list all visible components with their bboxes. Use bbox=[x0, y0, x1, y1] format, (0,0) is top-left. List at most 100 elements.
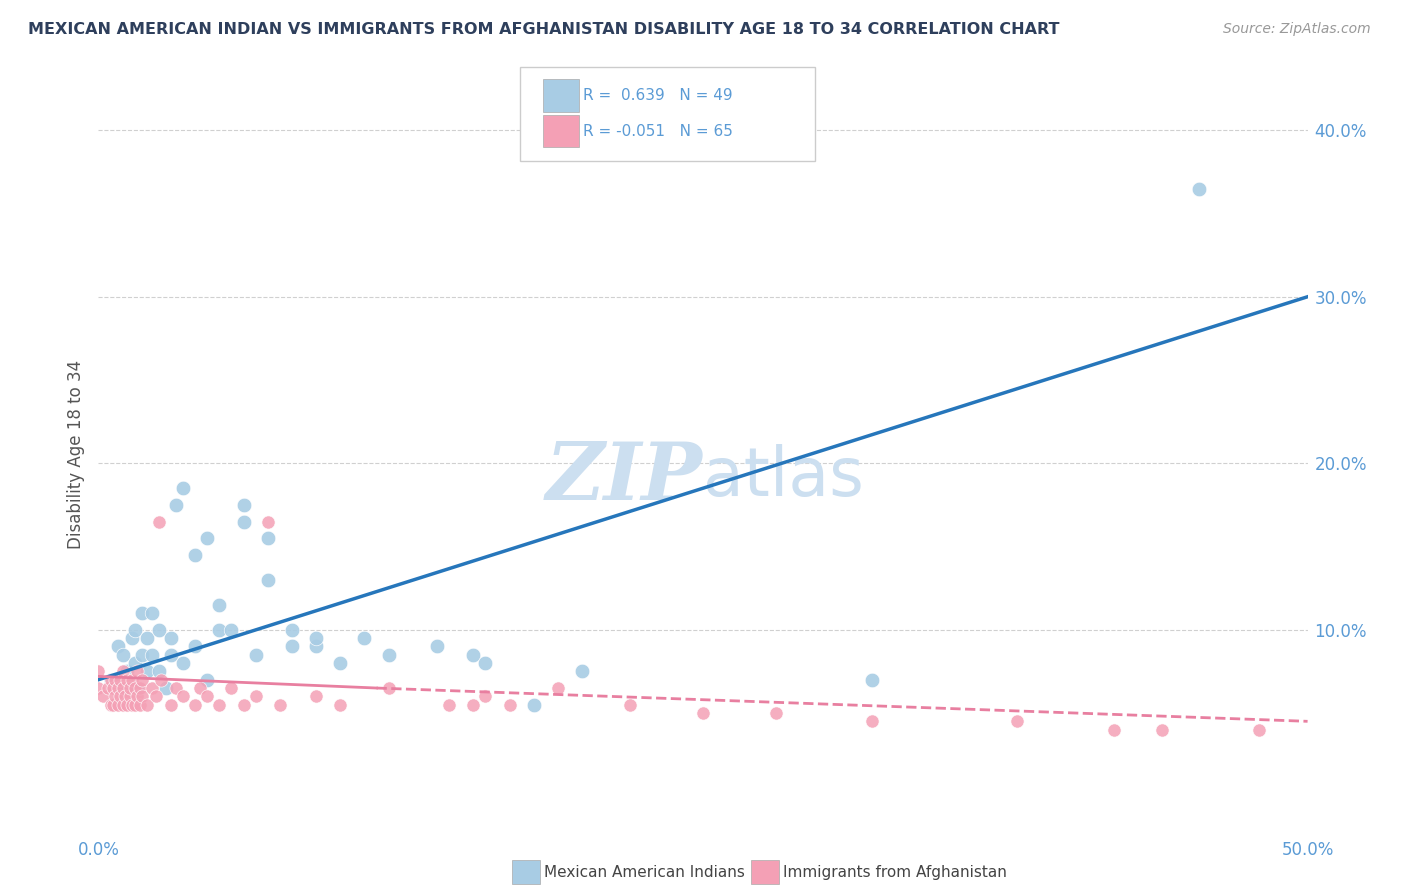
Point bbox=[1102, 723, 1125, 737]
Point bbox=[353, 631, 375, 645]
Point bbox=[111, 698, 134, 712]
Point bbox=[111, 648, 134, 662]
Point bbox=[131, 673, 153, 687]
Text: atlas: atlas bbox=[703, 444, 863, 510]
Point bbox=[195, 673, 218, 687]
Point bbox=[160, 698, 183, 712]
Point bbox=[172, 481, 194, 495]
Point bbox=[131, 690, 153, 704]
Point bbox=[111, 681, 134, 695]
Point bbox=[426, 640, 449, 654]
Point bbox=[148, 623, 170, 637]
Point bbox=[121, 631, 143, 645]
Point bbox=[165, 681, 187, 695]
Point bbox=[208, 623, 231, 637]
Point bbox=[104, 673, 127, 687]
Point bbox=[184, 640, 207, 654]
Point bbox=[860, 673, 883, 687]
Point bbox=[245, 690, 267, 704]
Point bbox=[97, 681, 120, 695]
Point bbox=[141, 648, 163, 662]
Point bbox=[281, 640, 304, 654]
Point bbox=[377, 681, 399, 695]
Point bbox=[141, 606, 163, 620]
Point bbox=[101, 681, 124, 695]
Point bbox=[160, 648, 183, 662]
Point bbox=[474, 656, 496, 670]
Point bbox=[305, 690, 328, 704]
Point bbox=[155, 681, 177, 695]
Point bbox=[523, 698, 546, 712]
Point bbox=[121, 673, 143, 687]
Point bbox=[221, 623, 243, 637]
Point bbox=[160, 631, 183, 645]
Point bbox=[128, 681, 150, 695]
Point bbox=[860, 714, 883, 729]
Point bbox=[232, 515, 254, 529]
Point bbox=[195, 690, 218, 704]
Point bbox=[108, 673, 131, 687]
Point bbox=[571, 665, 593, 679]
Point bbox=[118, 690, 141, 704]
Point bbox=[619, 698, 641, 712]
Point bbox=[131, 606, 153, 620]
Y-axis label: Disability Age 18 to 34: Disability Age 18 to 34 bbox=[66, 360, 84, 549]
Point bbox=[256, 573, 278, 587]
Point bbox=[329, 656, 352, 670]
Text: Mexican American Indians: Mexican American Indians bbox=[544, 865, 745, 880]
Point bbox=[87, 665, 110, 679]
Point bbox=[437, 698, 460, 712]
Point bbox=[114, 690, 136, 704]
Point bbox=[269, 698, 291, 712]
Point bbox=[127, 665, 149, 679]
Point bbox=[498, 698, 520, 712]
Point bbox=[117, 673, 139, 687]
Point bbox=[256, 515, 278, 529]
Point bbox=[245, 648, 267, 662]
Point bbox=[128, 698, 150, 712]
Point bbox=[145, 690, 167, 704]
Point bbox=[221, 681, 243, 695]
Point bbox=[124, 623, 146, 637]
Point bbox=[124, 656, 146, 670]
Point bbox=[184, 548, 207, 562]
Point bbox=[100, 673, 122, 687]
Point bbox=[107, 640, 129, 654]
Point bbox=[232, 698, 254, 712]
Point bbox=[1007, 714, 1029, 729]
Point bbox=[131, 648, 153, 662]
Point bbox=[172, 656, 194, 670]
Point bbox=[474, 690, 496, 704]
Point bbox=[1188, 181, 1211, 195]
Point bbox=[124, 681, 146, 695]
Point bbox=[107, 681, 129, 695]
Point bbox=[108, 690, 131, 704]
Point bbox=[195, 531, 218, 545]
Point bbox=[135, 665, 157, 679]
Point bbox=[165, 498, 187, 512]
Point bbox=[329, 698, 352, 712]
Point bbox=[765, 706, 787, 720]
Point bbox=[104, 690, 127, 704]
Text: ZIP: ZIP bbox=[546, 439, 703, 516]
Point bbox=[100, 698, 122, 712]
Text: Immigrants from Afghanistan: Immigrants from Afghanistan bbox=[783, 865, 1007, 880]
Point bbox=[208, 598, 231, 612]
Point bbox=[87, 681, 110, 695]
Point bbox=[127, 690, 149, 704]
Point bbox=[172, 690, 194, 704]
Point bbox=[91, 690, 114, 704]
Point bbox=[107, 698, 129, 712]
Point bbox=[117, 665, 139, 679]
Point bbox=[150, 673, 173, 687]
Point bbox=[547, 681, 569, 695]
Point bbox=[692, 706, 714, 720]
Point bbox=[118, 681, 141, 695]
Point bbox=[101, 698, 124, 712]
Point bbox=[281, 623, 304, 637]
Point bbox=[111, 681, 134, 695]
Point bbox=[111, 665, 134, 679]
Point bbox=[305, 631, 328, 645]
Text: R =  0.639   N = 49: R = 0.639 N = 49 bbox=[583, 88, 733, 103]
Point bbox=[1152, 723, 1174, 737]
